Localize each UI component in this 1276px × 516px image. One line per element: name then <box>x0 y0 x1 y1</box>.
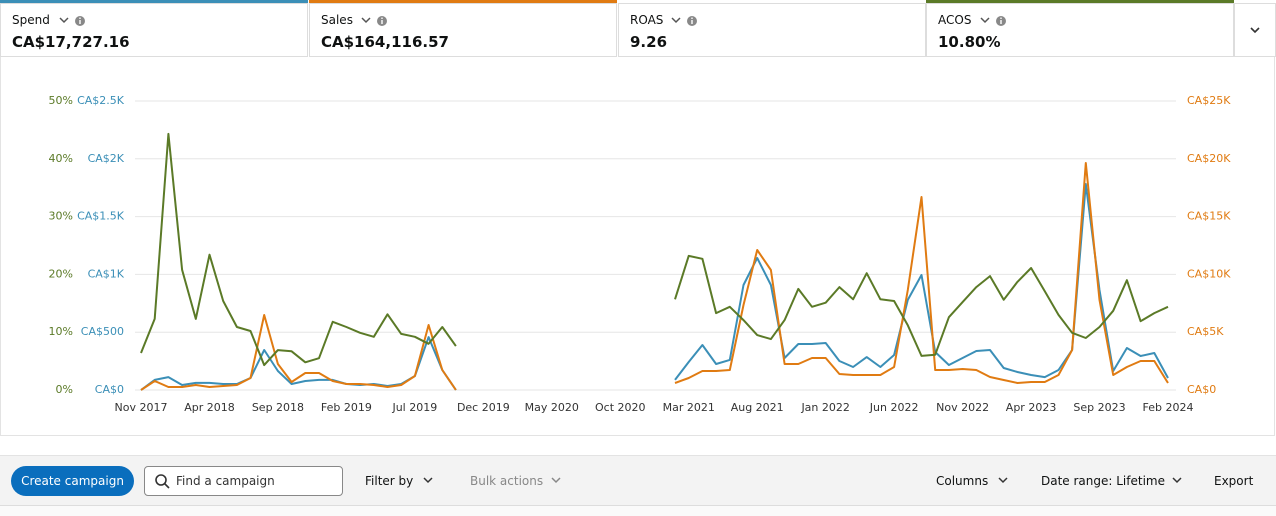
chart: 0% 10% 20% 30% 40% 50% CA$0 CA$500 CA$1K CA$1.5K C… <box>49 94 1232 414</box>
metric-value: 9.26 <box>630 33 668 51</box>
series-line <box>140 132 1169 367</box>
metric-card[interactable]: Spend CA$17,727.16 <box>0 0 308 57</box>
metric-card[interactable]: ACOS 10.80% <box>926 0 1234 57</box>
export-button[interactable]: Export <box>1214 474 1254 488</box>
x-tick-label: Sep 2023 <box>1073 401 1125 414</box>
metric-card[interactable]: ROAS 9.26 <box>618 3 926 57</box>
y-tick-label: 40% <box>49 152 73 165</box>
y-tick-label: CA$0 <box>1187 383 1216 396</box>
metric-value: CA$17,727.16 <box>12 33 130 51</box>
x-tick-label: Jul 2019 <box>391 401 437 414</box>
y-tick-label: CA$5K <box>1187 325 1224 338</box>
x-tick-label: Nov 2017 <box>115 401 168 414</box>
y-tick-label: CA$1K <box>88 267 125 280</box>
x-tick-label: Sep 2018 <box>252 401 304 414</box>
x-tick-label: Oct 2020 <box>595 401 646 414</box>
y-tick-label: CA$1.5K <box>77 210 125 223</box>
x-tick-label: Dec 2019 <box>457 401 510 414</box>
icons <box>59 16 85 26</box>
metric-card[interactable]: Sales CA$164,116.57 <box>309 0 617 57</box>
y-tick-label: CA$10K <box>1187 267 1231 280</box>
y-tick-label: CA$2K <box>88 152 125 165</box>
search-box[interactable]: Find a campaign <box>144 466 343 496</box>
icons <box>361 16 387 26</box>
series-line <box>140 162 1169 391</box>
y-tick-label: 0% <box>56 383 73 396</box>
x-tick-label: Nov 2022 <box>936 401 989 414</box>
metric-label: ACOS <box>938 13 972 27</box>
y-tick-label: CA$500 <box>81 325 124 338</box>
y-tick-label: 20% <box>49 267 73 280</box>
x-tick-label: Apr 2023 <box>1006 401 1057 414</box>
metric-color <box>309 0 617 3</box>
y-tick-label: CA$20K <box>1187 152 1231 165</box>
metric-value: 10.80% <box>938 33 1001 51</box>
y-tick-label: CA$15K <box>1187 210 1231 223</box>
x-tick-label: Apr 2018 <box>184 401 235 414</box>
search-icon <box>155 474 170 489</box>
create-campaign-button[interactable]: Create campaign <box>11 466 134 496</box>
toolbar: Create campaign Find a campaign Filter b… <box>0 455 1276 506</box>
x-tick-label: Feb 2019 <box>321 401 372 414</box>
table-header <box>0 505 1276 516</box>
icons <box>980 16 1006 26</box>
metric-label: Sales <box>321 13 353 27</box>
x-tick-label: Jun 2022 <box>869 401 919 414</box>
date-range-dropdown[interactable]: Date range: Lifetime <box>1041 474 1165 488</box>
chevron <box>1250 27 1260 34</box>
metric-color <box>926 0 1234 3</box>
y-tick-label: 30% <box>49 210 73 223</box>
y-tick-label: CA$0 <box>95 383 124 396</box>
y-tick-label: 10% <box>49 325 73 338</box>
filter-dropdown[interactable]: Filter by <box>365 474 414 488</box>
metric-label: ROAS <box>630 13 664 27</box>
metric-label: Spend <box>12 13 50 27</box>
metric-color <box>0 0 308 3</box>
icons <box>671 16 697 26</box>
metric-value: CA$164,116.57 <box>321 33 449 51</box>
x-tick-label: Aug 2021 <box>731 401 784 414</box>
x-tick-label: Mar 2021 <box>663 401 715 414</box>
search-placeholder: Find a campaign <box>176 474 275 488</box>
x-tick-label: Feb 2024 <box>1143 401 1194 414</box>
bulk-actions-dropdown[interactable]: Bulk actions <box>470 474 544 488</box>
x-tick-label: May 2020 <box>525 401 579 414</box>
y-tick-label: 50% <box>49 94 73 107</box>
y-tick-label: CA$25K <box>1187 94 1231 107</box>
metric-cards: Spend CA$17,727.16 Sales CA$164,116.57 ROA… <box>0 0 1276 58</box>
chart-frame <box>0 57 1275 436</box>
columns-dropdown[interactable]: Columns <box>936 474 989 488</box>
y-tick-label: CA$2.5K <box>77 94 125 107</box>
x-tick-label: Jan 2022 <box>800 401 849 414</box>
